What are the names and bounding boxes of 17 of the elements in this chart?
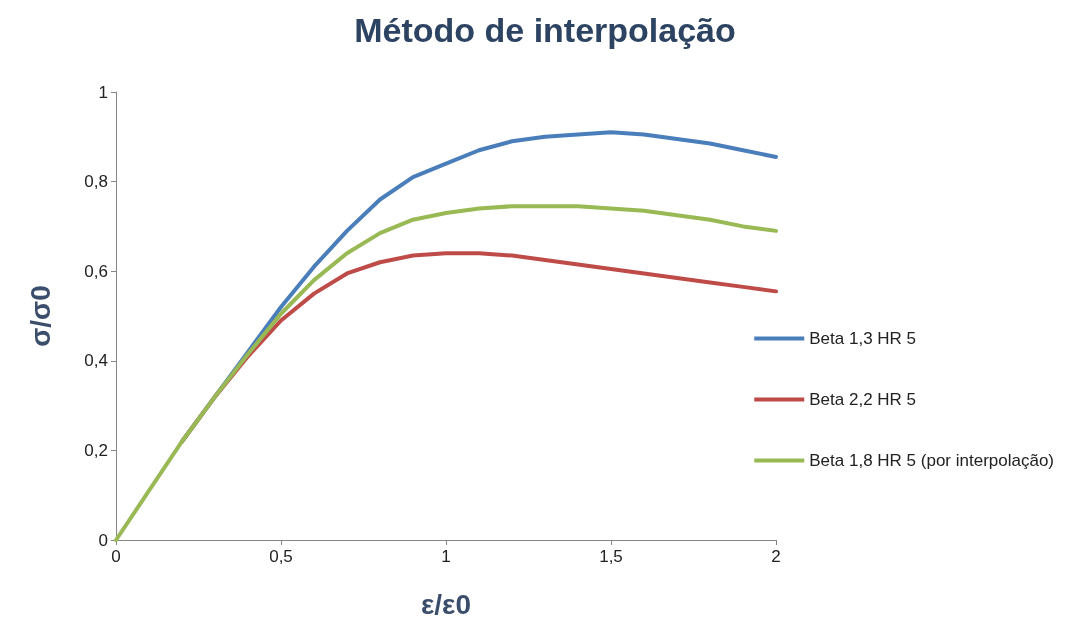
x-tick-label: 1 — [441, 547, 451, 566]
x-tick-label: 0 — [111, 547, 121, 566]
legend-label: Beta 1,3 HR 5 — [809, 329, 917, 348]
y-axis-title: σ/σ0 — [24, 285, 56, 347]
x-tick-label: 1,5 — [599, 547, 623, 566]
x-tick-label: 2 — [771, 547, 781, 566]
y-tick-label: 0,8 — [84, 172, 108, 192]
x-tick-label: 0,5 — [269, 547, 293, 566]
y-tick-label: 0,6 — [84, 261, 108, 281]
legend-label: Beta 2,2 HR 5 — [809, 390, 917, 409]
x-axis-title: ε/ε0 — [421, 588, 471, 620]
y-tick-label: 0,2 — [84, 440, 108, 460]
y-tick-label: 1 — [98, 82, 108, 102]
legend-label: Beta 1,8 HR 5 (por interpolação) — [809, 451, 1055, 470]
y-tick-label: 0 — [98, 530, 108, 550]
chart-title: Método de interpolação — [354, 11, 736, 49]
y-tick-label: 0,4 — [84, 351, 108, 371]
